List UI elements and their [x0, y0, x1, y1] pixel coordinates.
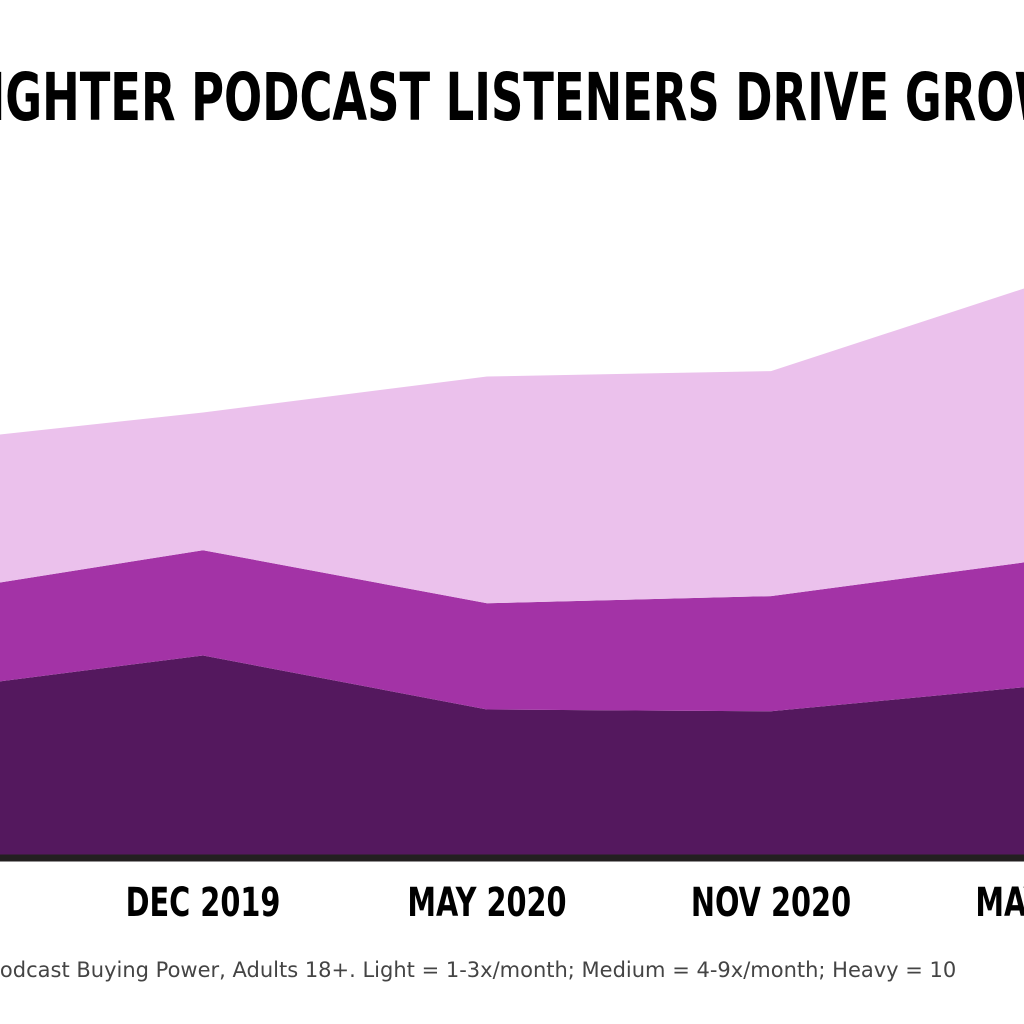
area-series-heavy — [0, 655, 1024, 858]
chart-footnote: Podcast Buying Power, Adults 18+. Light … — [0, 958, 957, 982]
chart-title: LIGHTER PODCAST LISTENERS DRIVE GROWTH — [0, 59, 1024, 136]
x-axis-ticks: DEC 2019 MAY 2020 NOV 2020 MAY 2021 — [126, 880, 1024, 926]
x-tick-label: MAY 2021 — [975, 880, 1024, 926]
area-series-medium — [0, 550, 1024, 712]
x-tick-label: NOV 2020 — [691, 880, 851, 926]
x-tick-label: MAY 2020 — [407, 880, 566, 926]
x-tick-label: DEC 2019 — [126, 880, 281, 926]
area-series-light — [0, 288, 1024, 604]
chart-areas — [0, 288, 1024, 858]
